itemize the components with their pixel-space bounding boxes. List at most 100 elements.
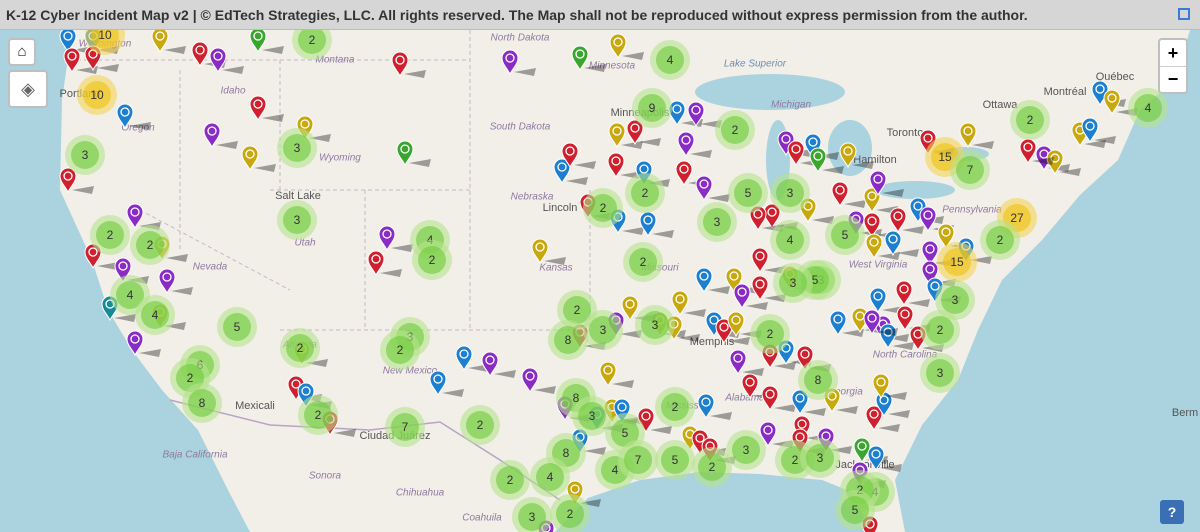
fullscreen-button[interactable] <box>1178 8 1190 20</box>
incident-cluster[interactable]: 5 <box>655 440 695 480</box>
incident-marker[interactable] <box>571 45 606 72</box>
incident-marker[interactable] <box>884 230 919 257</box>
incident-cluster[interactable]: 2 <box>750 314 790 354</box>
incident-marker[interactable] <box>839 142 874 169</box>
incident-marker[interactable] <box>729 349 764 376</box>
incident-cluster[interactable]: 3 <box>697 202 737 242</box>
incident-marker[interactable] <box>671 290 706 317</box>
incident-cluster[interactable]: 5 <box>728 173 768 213</box>
incident-marker[interactable] <box>249 95 284 122</box>
incident-cluster[interactable]: 3 <box>800 438 840 478</box>
home-button[interactable]: ⌂ <box>8 38 36 66</box>
incident-cluster[interactable]: 3 <box>726 430 766 470</box>
incident-cluster[interactable]: 5 <box>217 307 257 347</box>
incident-marker[interactable] <box>872 373 907 400</box>
incident-marker[interactable] <box>668 100 703 127</box>
incident-marker[interactable] <box>241 145 276 172</box>
incident-marker[interactable] <box>865 233 900 260</box>
incident-cluster[interactable]: 4 <box>110 275 150 315</box>
incident-marker[interactable] <box>608 122 643 149</box>
incident-cluster[interactable]: 8 <box>182 383 222 423</box>
incident-cluster[interactable]: 10 <box>85 30 125 55</box>
incident-marker[interactable] <box>151 30 186 54</box>
incident-marker[interactable] <box>791 389 826 416</box>
incident-marker[interactable] <box>396 140 431 167</box>
incident-cluster[interactable]: 4 <box>650 40 690 80</box>
incident-cluster[interactable]: 7 <box>618 440 658 480</box>
incident-marker[interactable] <box>879 323 914 350</box>
incident-cluster[interactable]: 8 <box>548 320 588 360</box>
incident-marker[interactable] <box>158 268 193 295</box>
incident-marker[interactable] <box>561 142 596 169</box>
incident-cluster[interactable]: 4 <box>135 295 175 335</box>
incident-marker[interactable] <box>209 47 244 74</box>
incident-cluster[interactable]: 5 <box>605 413 645 453</box>
incident-marker[interactable] <box>59 167 94 194</box>
incident-marker[interactable] <box>481 351 516 378</box>
incident-marker[interactable] <box>1081 117 1116 144</box>
incident-cluster[interactable]: 3 <box>583 310 623 350</box>
incident-cluster[interactable]: 2 <box>1010 100 1050 140</box>
incident-cluster[interactable]: 2 <box>280 328 320 368</box>
incident-cluster[interactable]: 3 <box>773 263 813 303</box>
incident-marker[interactable] <box>626 119 661 146</box>
incident-marker[interactable] <box>715 318 750 345</box>
incident-marker[interactable] <box>367 250 402 277</box>
incident-cluster[interactable]: 4 <box>770 220 810 260</box>
incident-cluster[interactable]: 15 <box>937 242 977 282</box>
incident-cluster[interactable]: 2 <box>692 447 732 487</box>
help-button[interactable]: ? <box>1160 500 1184 524</box>
incident-cluster[interactable]: 5 <box>835 490 875 530</box>
incident-marker[interactable] <box>831 181 866 208</box>
incident-cluster[interactable]: 5 <box>825 215 865 255</box>
incident-cluster[interactable]: 2 <box>625 173 665 213</box>
incident-marker[interactable] <box>677 131 712 158</box>
incident-cluster[interactable]: 2 <box>460 405 500 445</box>
incident-cluster[interactable]: 3 <box>65 135 105 175</box>
zoom-out[interactable]: − <box>1167 69 1179 89</box>
incident-marker[interactable] <box>531 238 566 265</box>
incident-marker[interactable] <box>566 480 601 507</box>
layers-button[interactable]: ◈ <box>8 70 48 108</box>
incident-marker[interactable] <box>733 283 768 310</box>
incident-cluster[interactable]: 2 <box>292 30 332 60</box>
incident-marker[interactable] <box>296 115 331 142</box>
incident-cluster[interactable]: 7 <box>950 150 990 190</box>
incident-marker[interactable] <box>378 225 413 252</box>
incident-cluster[interactable]: 4 <box>1128 88 1168 128</box>
incident-cluster[interactable]: 3 <box>277 128 317 168</box>
incident-marker[interactable] <box>599 361 634 388</box>
incident-cluster[interactable]: 2 <box>90 215 130 255</box>
incident-cluster[interactable]: 2 <box>920 310 960 350</box>
incident-marker[interactable] <box>863 187 898 214</box>
incident-cluster[interactable]: 2 <box>980 220 1020 260</box>
incident-cluster[interactable]: 2 <box>130 225 170 265</box>
incident-cluster[interactable]: 3 <box>572 396 612 436</box>
incident-marker[interactable] <box>959 122 994 149</box>
incident-cluster[interactable]: 8 <box>798 360 838 400</box>
incident-cluster[interactable]: 2 <box>550 494 590 532</box>
map[interactable]: WashingtonMontanaNorth DakotaMinnesotaLa… <box>0 30 1200 532</box>
incident-cluster[interactable]: 4 <box>530 457 570 497</box>
incident-marker[interactable] <box>865 405 900 432</box>
incident-cluster[interactable]: 2 <box>655 387 695 427</box>
incident-marker[interactable] <box>521 367 556 394</box>
incident-cluster[interactable]: 9 <box>632 88 672 128</box>
incident-cluster[interactable]: 3 <box>920 353 960 393</box>
incident-cluster[interactable]: 10 <box>77 75 117 115</box>
incident-marker[interactable] <box>609 33 644 60</box>
incident-marker[interactable] <box>695 175 730 202</box>
incident-cluster[interactable]: 3 <box>635 305 675 345</box>
incident-cluster[interactable]: 2 <box>715 110 755 150</box>
incident-marker[interactable] <box>203 122 238 149</box>
incident-marker[interactable] <box>809 147 844 174</box>
incident-marker[interactable] <box>249 30 284 54</box>
incident-marker[interactable] <box>116 103 151 130</box>
incident-marker[interactable] <box>697 393 732 420</box>
incident-cluster[interactable]: 3 <box>770 173 810 213</box>
incident-cluster[interactable]: 2 <box>583 188 623 228</box>
incident-marker[interactable] <box>869 170 904 197</box>
incident-marker[interactable] <box>695 267 730 294</box>
incident-cluster[interactable]: 3 <box>512 497 552 532</box>
incident-marker[interactable] <box>829 310 864 337</box>
